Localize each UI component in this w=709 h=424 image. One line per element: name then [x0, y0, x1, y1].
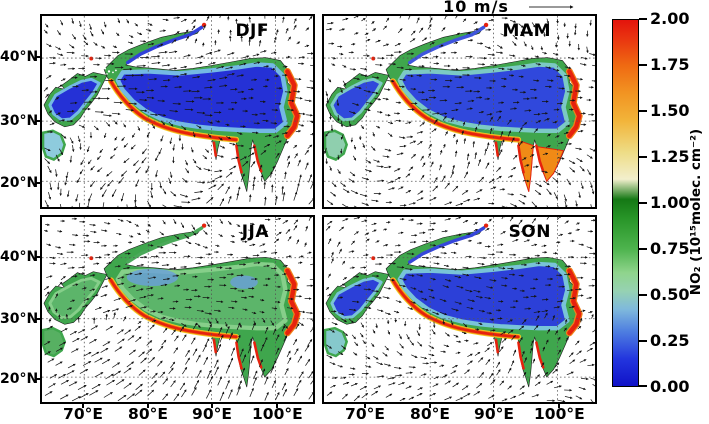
panel-son: SON — [322, 215, 597, 404]
wind-vectors — [325, 217, 595, 402]
red-hotspot — [371, 56, 376, 61]
season-label: DJF — [235, 21, 269, 41]
colorbar-tick-label: 0.75 — [650, 239, 690, 258]
lon-tick-label: 80°E — [128, 405, 168, 423]
colorbar-tick-label: 0.25 — [650, 331, 690, 350]
colorbar-tick — [639, 340, 647, 342]
colorbar-gradient — [612, 19, 639, 387]
colorbar-tick — [639, 64, 647, 66]
colorbar-tick — [639, 294, 647, 296]
lat-tick-label: 40°N — [0, 49, 39, 65]
southeast-red-edges — [494, 338, 545, 370]
wind-vectors — [43, 16, 313, 207]
no2-low-interior — [400, 264, 568, 328]
wind-reference-label: 10 m/s — [443, 0, 509, 16]
colorbar-tick — [639, 18, 647, 20]
map-son — [324, 217, 595, 402]
colorbar-tick-label: 1.25 — [650, 147, 690, 166]
lat-tick-label: 40°N — [0, 249, 39, 265]
no2-low-tianshan — [126, 226, 204, 264]
colorbar-tick-label: 2.00 — [650, 9, 690, 28]
lon-tick-label: 100°E — [252, 405, 303, 423]
lat-tick — [35, 120, 40, 122]
lon-tick — [558, 404, 560, 408]
map-mam — [324, 16, 595, 207]
lon-tick-label: 90°E — [474, 405, 514, 423]
lat-tick-label: 30°N — [0, 113, 39, 129]
season-label: SON — [508, 222, 551, 242]
lat-tick — [35, 378, 40, 380]
season-label: MAM — [502, 21, 551, 41]
lon-tick — [493, 404, 495, 408]
lon-tick-label: 90°E — [192, 405, 232, 423]
colorbar-tick — [639, 385, 647, 387]
terrain-southwest-piece — [324, 129, 348, 161]
red-hotspot — [371, 256, 376, 261]
lon-tick-label: 70°E — [63, 405, 103, 423]
lat-tick-label: 20°N — [0, 175, 39, 191]
colorbar-tick — [639, 248, 647, 250]
red-hotspot — [483, 22, 489, 28]
panel-mam: MAM — [322, 14, 597, 209]
colorbar-tick-label: 0.50 — [650, 285, 690, 304]
lon-tick — [147, 404, 149, 408]
lat-tick — [35, 182, 40, 184]
colorbar-tick-label: 1.75 — [650, 55, 690, 74]
colorbar-tick — [639, 156, 647, 158]
lon-tick — [364, 404, 366, 408]
lat-tick — [35, 56, 40, 58]
lon-tick-label: 80°E — [410, 405, 450, 423]
red-hotspot — [89, 256, 94, 261]
lon-tick-label: 100°E — [534, 405, 585, 423]
colorbar-tick-label: 1.50 — [650, 101, 690, 120]
colorbar-tick — [639, 110, 647, 112]
lon-tick — [429, 404, 431, 408]
panel-djf: DJF — [40, 14, 315, 209]
lat-tick-label: 20°N — [0, 371, 39, 387]
lat-tick — [35, 318, 40, 320]
terrain-southwest-piece — [42, 326, 66, 358]
map-jja — [42, 217, 313, 402]
red-hotspot — [483, 223, 489, 228]
lon-tick-label: 70°E — [345, 405, 385, 423]
wind-vectors — [43, 217, 313, 402]
red-hotspot — [89, 56, 94, 61]
season-label: JJA — [241, 222, 269, 242]
terrain-southwest-piece — [42, 129, 66, 161]
southeast-red-edges — [494, 141, 545, 174]
colorbar-tick-label: 1.00 — [650, 193, 690, 212]
panel-jja: JJA — [40, 215, 315, 404]
map-djf — [42, 16, 313, 207]
no2-blue-patch — [126, 268, 178, 287]
colorbar-tick-label: 0.00 — [650, 377, 690, 396]
colorbar-title: NO₂ (10¹⁵molec. cm⁻²) — [688, 128, 704, 296]
no2-low-tianshan — [408, 25, 486, 65]
colorbar-tick — [639, 202, 647, 204]
lat-tick-label: 30°N — [0, 311, 39, 327]
lon-tick — [276, 404, 278, 408]
southeast-red-edges — [212, 338, 263, 370]
no2-low-interior — [400, 64, 568, 130]
wind-reference-arrow-icon — [529, 5, 574, 9]
red-hotspot — [201, 22, 207, 28]
red-hotspot — [201, 223, 207, 228]
no2-blue-patch — [230, 275, 258, 289]
no2-low-tianshan — [126, 25, 204, 65]
lat-tick — [35, 256, 40, 258]
lon-tick — [211, 404, 213, 408]
lon-tick — [82, 404, 84, 408]
wind-vectors — [324, 16, 595, 207]
